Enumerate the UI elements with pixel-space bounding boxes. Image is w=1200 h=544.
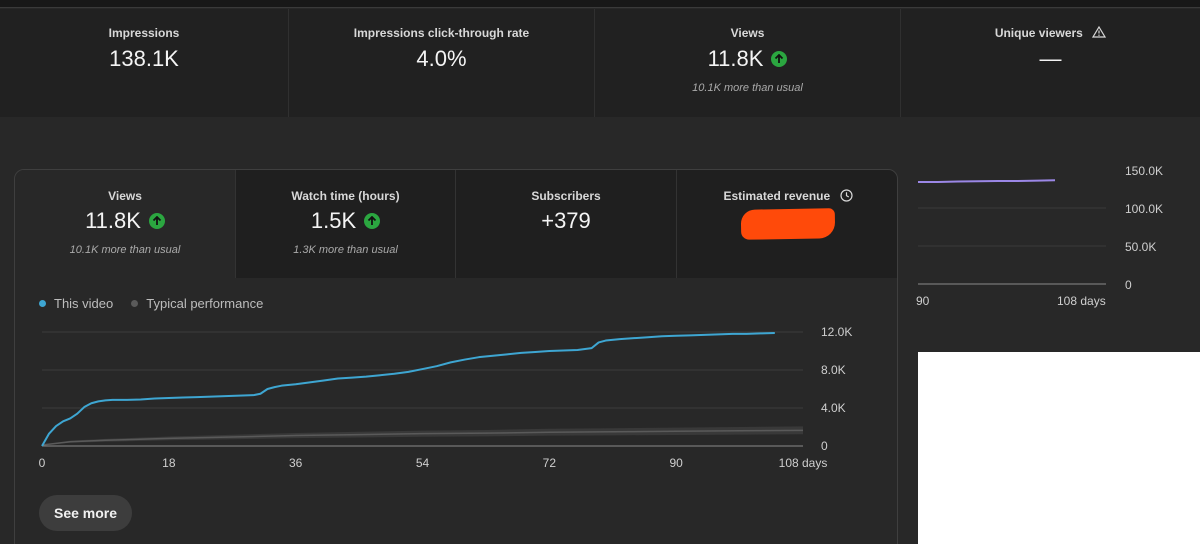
arrow-up-icon (148, 213, 165, 229)
tab-label: Estimated revenue (677, 189, 897, 203)
x-tick-label: 36 (289, 456, 303, 470)
bg-y-tick: 150.0K (1125, 164, 1164, 178)
see-more-button[interactable]: See more (39, 495, 133, 531)
tab-estimated-revenue[interactable]: Estimated revenue (677, 170, 897, 278)
metric-label: Unique viewers (901, 25, 1200, 40)
metric-comparison: 10.1K more than usual (692, 82, 803, 94)
metric-tabs: Views 11.8K 10.1K more than usual Watch … (15, 170, 897, 278)
bg-x-tick: 90 (916, 294, 930, 308)
metric-value: — (1039, 46, 1062, 71)
tab-watch-time[interactable]: Watch time (hours) 1.5K 1.3K more than u… (236, 170, 456, 278)
y-tick-label: 4.0K (821, 401, 846, 415)
metric-value: 11.8K (595, 46, 900, 72)
impressions-line (918, 179, 1056, 183)
tab-label: Subscribers (531, 189, 601, 203)
legend-this-video[interactable]: This video (39, 296, 113, 311)
metric-value: 4.0% (416, 46, 467, 71)
warning-icon[interactable] (1092, 25, 1107, 38)
tab-label: Watch time (hours) (291, 189, 400, 203)
metric-label: Impressions (108, 26, 180, 40)
clock-icon (839, 189, 853, 202)
tab-value: 11.8K (15, 208, 235, 234)
tab-value: 1.5K (236, 208, 455, 234)
this-video-line (41, 331, 775, 447)
metric-ctr[interactable]: Impressions click-through rate 4.0% (289, 9, 595, 117)
legend-typical-performance[interactable]: Typical performance (131, 296, 263, 311)
views-detail-card: Views 11.8K 10.1K more than usual Watch … (14, 169, 898, 544)
tab-comparison: 10.1K more than usual (69, 244, 181, 256)
tab-label: Views (108, 189, 142, 203)
x-tick-label: 108 days (779, 456, 828, 470)
typical-performance-band (42, 426, 803, 446)
x-tick-label: 18 (162, 456, 176, 470)
views-line-chart[interactable]: 12.0K 8.0K 4.0K 0 0 18 36 54 72 90 108 days (15, 310, 898, 480)
y-tick-label: 0 (821, 439, 828, 453)
legend-label: This video (54, 296, 114, 311)
metric-value: 138.1K (109, 46, 179, 71)
background-chart (918, 179, 1106, 285)
bg-y-tick: 0 (1125, 278, 1132, 292)
arrow-up-icon (771, 51, 788, 67)
legend-dot (39, 300, 46, 307)
summary-metrics-row: Impressions 138.1K Impressions click-thr… (0, 9, 1200, 117)
x-tick-label: 54 (416, 456, 430, 470)
legend-dot (131, 300, 139, 307)
tab-subscribers[interactable]: Subscribers +379 (456, 170, 677, 278)
x-tick-label: 90 (669, 456, 683, 470)
x-tick-label: 0 (39, 456, 46, 470)
blank-area (918, 352, 1200, 544)
metric-impressions[interactable]: Impressions 138.1K (0, 9, 289, 117)
tab-comparison: 1.3K more than usual (293, 244, 398, 256)
y-tick-label: 12.0K (821, 325, 852, 339)
redacted-value (740, 208, 836, 240)
arrow-up-icon (364, 213, 381, 229)
tab-views[interactable]: Views 11.8K 10.1K more than usual (15, 170, 236, 278)
bg-x-tick: 108 days (1057, 294, 1106, 308)
bg-y-tick: 100.0K (1125, 202, 1164, 216)
typical-performance-line (41, 429, 804, 446)
tab-value: +379 (541, 208, 591, 233)
metric-unique-viewers[interactable]: Unique viewers — (901, 9, 1200, 117)
x-tick-label: 72 (543, 456, 557, 470)
chart-legend: This video Typical performance (39, 296, 263, 311)
top-edge (0, 0, 1200, 8)
bg-y-tick: 50.0K (1125, 240, 1157, 254)
metric-label: Impressions click-through rate (353, 26, 530, 40)
metric-label: Views (730, 26, 765, 40)
metric-views[interactable]: Views 11.8K 10.1K more than usual (595, 9, 901, 117)
legend-label: Typical performance (146, 296, 264, 311)
y-tick-label: 8.0K (821, 363, 846, 377)
